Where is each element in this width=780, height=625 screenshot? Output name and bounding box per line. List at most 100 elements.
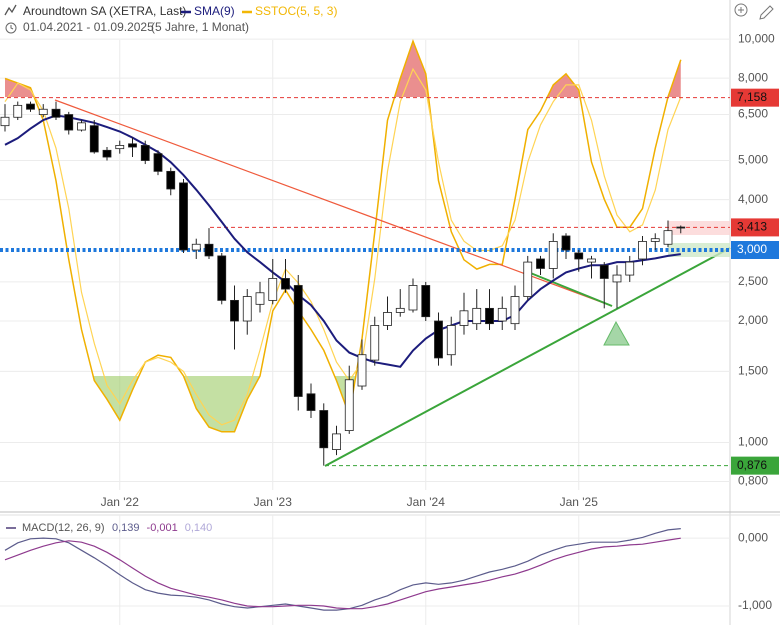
candle-body bbox=[77, 122, 86, 131]
price-marker bbox=[731, 240, 779, 259]
candle-body bbox=[102, 149, 112, 158]
toolbar bbox=[734, 3, 774, 20]
y-tick-label: 0,000 bbox=[738, 530, 768, 544]
candle-body bbox=[510, 296, 520, 325]
macd-legend: MACD(12, 26, 9) 0,139 -0,001 0,140 bbox=[6, 522, 212, 534]
candle-body bbox=[395, 307, 405, 313]
y-tick-label: -1,000 bbox=[738, 598, 772, 612]
oscillator-layer bbox=[4, 39, 682, 433]
candle-body bbox=[383, 312, 392, 326]
candle-body bbox=[408, 285, 418, 311]
candle-body bbox=[255, 292, 265, 305]
candle-body bbox=[230, 299, 239, 322]
candle-body bbox=[612, 274, 622, 283]
header-backdrop bbox=[0, 0, 420, 36]
candle-body bbox=[472, 307, 482, 325]
price-marker-label: 3,413 bbox=[737, 220, 767, 234]
candle-body bbox=[153, 153, 163, 172]
candle-body bbox=[293, 285, 303, 397]
price-marker-label: 7,158 bbox=[737, 90, 767, 104]
candle-body bbox=[140, 145, 150, 161]
macd-line bbox=[4, 537, 681, 610]
y-tick-label: 2,000 bbox=[738, 313, 768, 327]
period: (5 Jahre, 1 Monat) bbox=[151, 20, 249, 34]
candle-body bbox=[191, 243, 201, 251]
candle-body bbox=[51, 108, 61, 118]
candle-body bbox=[217, 255, 227, 301]
candle-layer bbox=[0, 101, 686, 611]
candle-body bbox=[548, 241, 558, 269]
macd-line bbox=[4, 528, 681, 611]
trend-line bbox=[527, 271, 613, 307]
oversold-fill bbox=[5, 376, 681, 432]
candle-body bbox=[204, 243, 214, 257]
candle-body bbox=[599, 264, 609, 279]
candle-body bbox=[625, 261, 635, 276]
price-line-layer bbox=[0, 97, 730, 467]
trend-line bbox=[54, 99, 613, 307]
x-tick-label: Jan '22 bbox=[101, 495, 140, 509]
candle-body bbox=[587, 258, 596, 263]
clock-hand bbox=[10, 25, 14, 30]
legend-value: -0,001 bbox=[147, 522, 178, 534]
legend-value: 0,140 bbox=[185, 522, 213, 534]
candle-body bbox=[166, 170, 176, 190]
candle-body bbox=[332, 433, 341, 450]
candle-body bbox=[319, 410, 329, 449]
candle-body bbox=[485, 307, 494, 325]
candle-body bbox=[281, 278, 290, 290]
legend-value: 0,139 bbox=[112, 522, 140, 534]
y-tick-label: 1,500 bbox=[738, 364, 768, 378]
candle-body bbox=[421, 285, 431, 318]
trend-lines bbox=[54, 99, 731, 467]
legend-entry: SSTOC(5, 5, 3) bbox=[255, 4, 337, 18]
candle-body bbox=[179, 182, 188, 251]
label-layer: 10,000 8,000 6,500 5,000 4,000 2,500 2,000 1,50… bbox=[101, 31, 779, 612]
zoom-icon bbox=[738, 7, 744, 13]
signal-triangle bbox=[603, 320, 630, 346]
legend-entry: MACD(12, 26, 9) bbox=[22, 522, 105, 534]
candle-body bbox=[497, 307, 507, 322]
zone-shade bbox=[668, 221, 730, 235]
y-tick-label: 10,000 bbox=[738, 31, 775, 45]
price-marker-label: 0,876 bbox=[737, 458, 767, 472]
price-marker bbox=[731, 88, 779, 107]
y-tick-label: 1,000 bbox=[738, 435, 768, 449]
candle-body bbox=[13, 104, 23, 118]
candle-body bbox=[676, 226, 686, 229]
candle-body bbox=[242, 296, 252, 322]
candle-body bbox=[536, 258, 545, 269]
y-tick-label: 2,500 bbox=[738, 274, 768, 288]
price-marker bbox=[731, 456, 779, 475]
legend-entry: SMA(9) bbox=[194, 4, 235, 18]
candle-body bbox=[64, 114, 74, 131]
candle-body bbox=[638, 241, 647, 260]
y-tick-label: 8,000 bbox=[738, 70, 768, 84]
candle-body bbox=[561, 235, 571, 251]
candle-body bbox=[650, 238, 660, 242]
candle-body bbox=[26, 103, 35, 110]
candle-body bbox=[344, 379, 354, 431]
candle-body bbox=[0, 116, 10, 127]
zoom-button[interactable] bbox=[734, 3, 748, 17]
candle-body bbox=[268, 278, 278, 301]
sma-line bbox=[4, 114, 681, 368]
price-marker-label: 3,000 bbox=[737, 242, 767, 256]
y-tick-label: 6,500 bbox=[738, 107, 768, 121]
draw-button[interactable] bbox=[759, 5, 774, 20]
clock-icon bbox=[5, 22, 17, 34]
chart-title: Aroundtown SA (XETRA, Last) bbox=[23, 4, 186, 18]
date-range: 01.04.2021 - 01.09.2025 bbox=[23, 20, 154, 34]
candle-body bbox=[523, 261, 533, 297]
candle-body bbox=[38, 108, 48, 115]
price-marker bbox=[731, 218, 779, 237]
trend-line bbox=[324, 247, 731, 467]
sstoc-line bbox=[4, 39, 682, 433]
candle-body bbox=[128, 143, 137, 148]
candle-body bbox=[357, 354, 367, 387]
sstoc-line bbox=[4, 67, 682, 426]
header: Aroundtown SA (XETRA, Last) SMA(9) SSTOC… bbox=[0, 0, 420, 36]
candle-body bbox=[370, 325, 380, 361]
